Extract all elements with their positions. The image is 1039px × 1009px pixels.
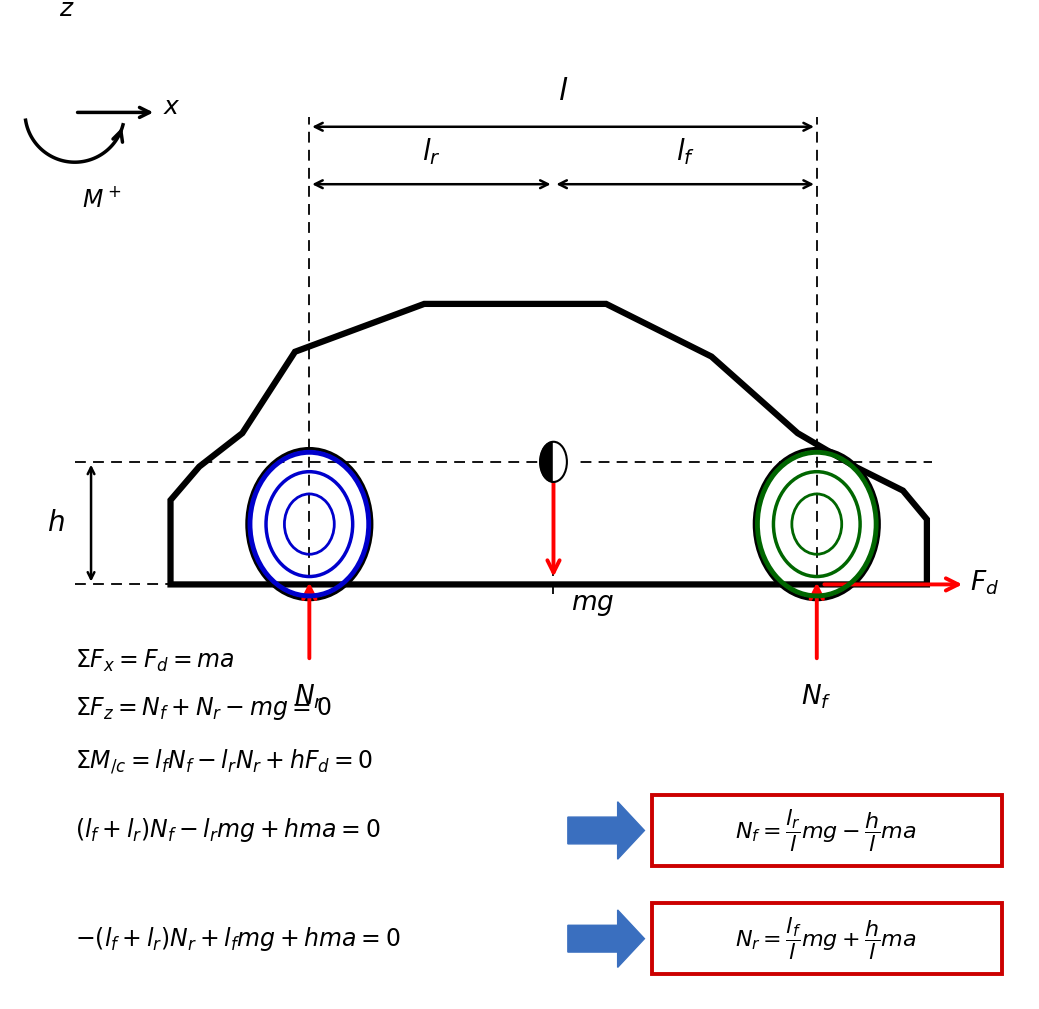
Polygon shape [568, 910, 644, 968]
Text: $\Sigma F_z = N_f + N_r - mg = 0$: $\Sigma F_z = N_f + N_r - mg = 0$ [75, 695, 331, 722]
Text: $(l_f + l_r)N_f - l_r mg + hma = 0$: $(l_f + l_r)N_f - l_r mg + hma = 0$ [75, 816, 380, 845]
Text: $N_f$: $N_f$ [801, 682, 832, 710]
Text: $x$: $x$ [163, 95, 181, 119]
Text: $-(l_f + l_r)N_r + l_f mg + hma = 0$: $-(l_f + l_r)N_r + l_f mg + hma = 0$ [75, 924, 400, 952]
Text: $l_r$: $l_r$ [422, 136, 441, 166]
Polygon shape [568, 802, 644, 860]
Text: $N_f = \dfrac{l_r}{l}mg - \dfrac{h}{l}ma$: $N_f = \dfrac{l_r}{l}mg - \dfrac{h}{l}ma… [736, 807, 917, 854]
Text: $\Sigma M_{/c} = l_f N_f - l_r N_r + hF_d = 0$: $\Sigma M_{/c} = l_f N_f - l_r N_r + hF_… [75, 748, 373, 776]
Text: $z$: $z$ [59, 0, 75, 21]
Text: $N_r = \dfrac{l_f}{l}mg + \dfrac{h}{l}ma$: $N_r = \dfrac{l_f}{l}mg + \dfrac{h}{l}ma… [736, 915, 917, 962]
Text: $M^+$: $M^+$ [82, 187, 122, 212]
Text: $N_r$: $N_r$ [294, 682, 324, 710]
FancyBboxPatch shape [652, 903, 1002, 974]
Text: $l_f$: $l_f$ [675, 136, 695, 166]
Text: $mg$: $mg$ [570, 592, 614, 619]
Wedge shape [554, 442, 574, 482]
Text: $l$: $l$ [558, 77, 568, 106]
Ellipse shape [540, 442, 567, 482]
Text: $F_d$: $F_d$ [970, 568, 998, 596]
Text: $\Sigma F_x = F_d = ma$: $\Sigma F_x = F_d = ma$ [75, 648, 235, 674]
Text: $h$: $h$ [47, 510, 64, 537]
FancyBboxPatch shape [652, 795, 1002, 866]
